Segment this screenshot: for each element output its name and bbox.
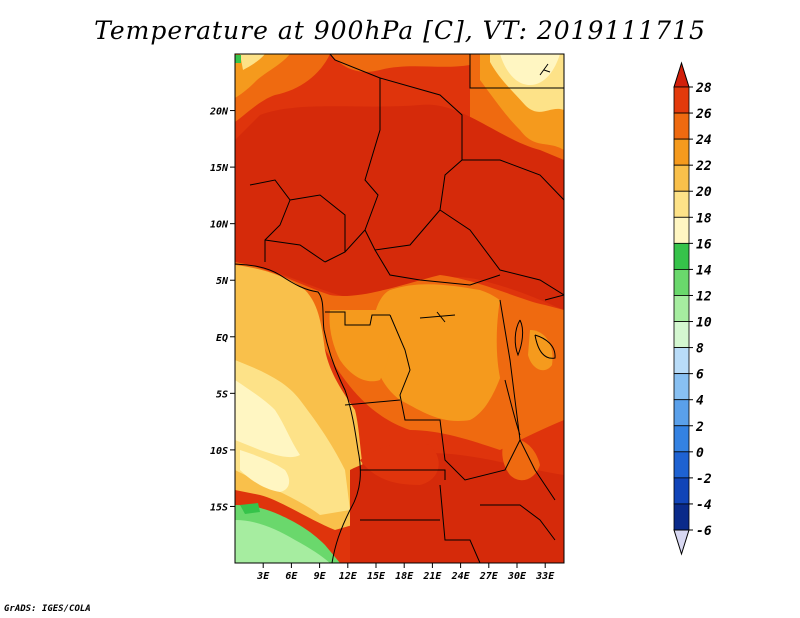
- colorbar-top-arrow: [673, 61, 690, 88]
- colorbar-swatch: [673, 112, 690, 140]
- colorbar-label: 24: [695, 133, 712, 148]
- colorbar-label: 2: [695, 420, 704, 435]
- grads-credit: GrADS: IGES/COLA: [4, 604, 91, 614]
- colorbar-swatch: [673, 242, 690, 270]
- lat-tick-label: 15N: [210, 163, 229, 174]
- lat-tick-label: 5S: [216, 389, 228, 400]
- colorbar-swatch: [673, 477, 690, 505]
- colorbar-swatch: [673, 373, 690, 401]
- lon-tick-label: 9E: [314, 571, 327, 582]
- lon-tick-label: 27E: [479, 571, 499, 582]
- colorbar-label: 6: [696, 368, 704, 383]
- colorbar-swatch: [673, 216, 690, 244]
- colorbar-swatch: [673, 347, 690, 375]
- lat-tick-label: 20N: [209, 107, 229, 118]
- colorbar-swatch: [673, 269, 690, 296]
- lon-tick-label: 33E: [535, 571, 555, 582]
- colorbar-label: 22: [695, 159, 712, 174]
- colorbar-label: 14: [696, 263, 712, 278]
- colorbar-label: 0: [696, 446, 704, 461]
- chart-title: Temperature at 900hPa [C], VT: 201911171…: [94, 16, 706, 45]
- colorbar-label: -2: [696, 472, 712, 487]
- lon-tick-label: 30E: [507, 571, 527, 582]
- colorbar-swatch: [673, 503, 690, 531]
- lat-tick-label: 5N: [216, 276, 229, 287]
- lat-tick-label: EQ: [216, 333, 228, 344]
- colorbar-label: 20: [695, 185, 712, 200]
- lon-tick-label: 6E: [285, 571, 298, 582]
- lon-tick-label: 3E: [256, 571, 270, 582]
- temperature-field: [235, 54, 564, 563]
- latitude-axis: 20N 15N 10N 5N EQ 5S 10S 15S: [209, 107, 235, 513]
- colorbar-swatch: [673, 295, 690, 322]
- colorbar-label: 4: [696, 394, 704, 409]
- colorbar-label: -6: [696, 524, 712, 539]
- lon-tick-label: 12E: [339, 571, 358, 582]
- colorbar-swatch: [673, 399, 690, 427]
- colorbar-label: 10: [696, 316, 712, 331]
- colorbar-label: 12: [696, 289, 712, 304]
- lat-tick-label: 10S: [210, 446, 228, 457]
- colorbar-swatch: [673, 321, 690, 348]
- lat-tick-label: 15S: [210, 502, 228, 513]
- colorbar-label: -4: [696, 498, 712, 513]
- map-frame: [234, 53, 565, 564]
- colorbar-label: 28: [695, 81, 712, 96]
- colorbar-swatch: [673, 164, 690, 192]
- colorbar-swatch: [673, 138, 690, 166]
- lat-tick-label: 10N: [210, 220, 229, 231]
- colorbar-bottom-arrow: [673, 529, 690, 556]
- lon-tick-label: 21E: [422, 571, 442, 582]
- lon-tick-label: 15E: [367, 571, 386, 582]
- colorbar-swatch: [673, 190, 690, 218]
- colorbar-label: 18: [696, 211, 712, 226]
- colorbar-swatch: [673, 86, 690, 114]
- colorbar-swatch: [673, 451, 690, 479]
- colorbar-swatch: [673, 425, 690, 453]
- longitude-axis: 3E 6E 9E 12E 15E 18E 21E 24E 27E 30E 33E: [256, 563, 555, 582]
- colorbar-label: 8: [696, 342, 704, 357]
- lon-tick-label: 18E: [395, 571, 414, 582]
- colorbar-label: 26: [695, 107, 712, 122]
- lon-tick-label: 24E: [451, 571, 471, 582]
- colorbar-label: 16: [696, 237, 712, 252]
- country-borders: [235, 54, 564, 563]
